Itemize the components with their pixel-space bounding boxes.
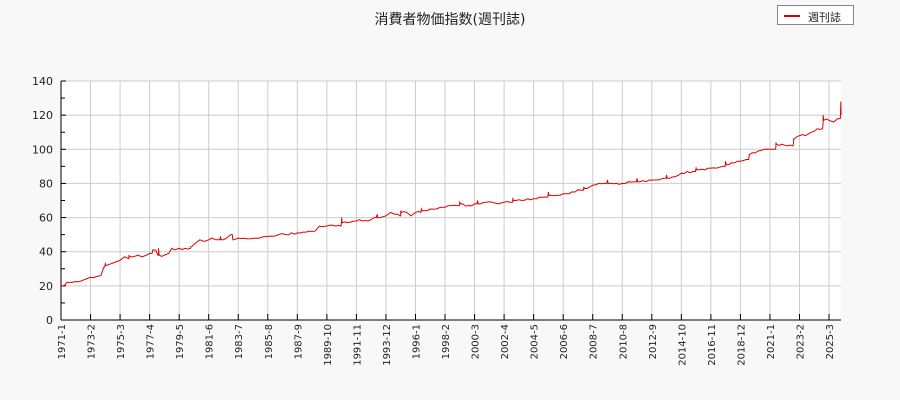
legend-line-swatch	[784, 15, 800, 17]
x-tick-label: 2025-3	[825, 324, 836, 359]
y-tick-label: 100	[32, 143, 53, 156]
x-tick-label: 2014-10	[677, 324, 688, 366]
legend: 週刊誌	[777, 5, 854, 25]
y-tick-label: 140	[32, 75, 53, 88]
x-tick-label: 1991-11	[352, 324, 363, 366]
x-tick-label: 1979-5	[175, 324, 186, 359]
x-tick-label: 1981-6	[205, 324, 216, 359]
plot-area	[61, 81, 841, 320]
x-tick-label: 2002-4	[500, 324, 511, 359]
x-tick-label: 2012-9	[648, 324, 659, 359]
y-tick-label: 0	[46, 314, 53, 327]
x-tick-label: 1993-12	[382, 324, 393, 366]
x-tick-label: 1996-1	[411, 324, 422, 359]
y-tick-label: 120	[32, 109, 53, 122]
x-tick-label: 1989-10	[323, 324, 334, 366]
y-tick-label: 40	[39, 246, 53, 259]
x-tick-label: 1973-2	[87, 324, 98, 359]
x-tick-label: 2000-3	[471, 324, 482, 359]
legend-label: 週刊誌	[808, 11, 841, 24]
x-tick-label: 2010-8	[618, 324, 629, 359]
y-tick-label: 60	[39, 212, 53, 225]
x-tick-label: 2021-1	[766, 324, 777, 359]
x-tick-label: 2008-7	[589, 324, 600, 359]
series-line-weekly-magazine	[61, 101, 842, 287]
y-tick-label: 20	[39, 280, 53, 293]
x-tick-label: 2016-11	[707, 324, 718, 366]
y-tick-label: 80	[39, 177, 53, 190]
x-tick-label: 2023-2	[796, 324, 807, 359]
chart-title: 消費者物価指数(週刊誌)	[374, 12, 526, 28]
x-tick-label: 2018-12	[736, 324, 747, 366]
x-tick-label: 1975-3	[116, 324, 127, 359]
x-tick-label: 1971-1	[57, 324, 68, 359]
x-tick-label: 1985-8	[264, 324, 275, 359]
x-tick-label: 2006-6	[559, 324, 570, 359]
x-tick-label: 1977-4	[146, 324, 157, 359]
x-tick-label: 1983-7	[234, 324, 245, 359]
x-tick-label: 2004-5	[530, 324, 541, 359]
y-axis: 0 20 40 60 80 100 120 140	[32, 75, 66, 327]
x-tick-label: 1987-9	[293, 324, 304, 359]
x-axis: 1971-1 1973-2 1975-3 1977-4 1979-5 1981-6 1983…	[57, 314, 841, 366]
x-tick-label: 1998-2	[441, 324, 452, 359]
